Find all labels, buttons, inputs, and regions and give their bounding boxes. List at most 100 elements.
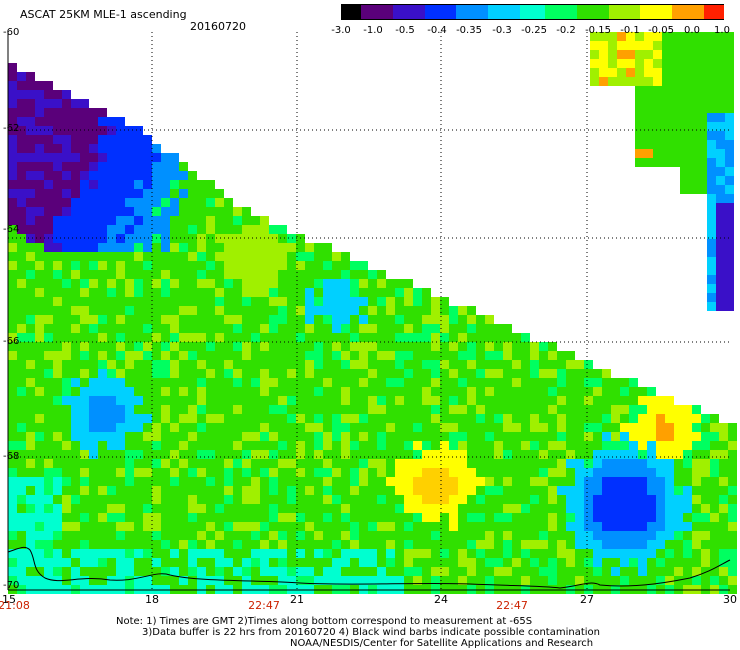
data-cell	[134, 540, 143, 549]
data-cell	[197, 549, 206, 558]
data-cell	[98, 243, 107, 252]
data-cell	[35, 288, 44, 297]
data-cell	[44, 405, 53, 414]
data-cell	[161, 369, 170, 378]
data-cell	[233, 522, 242, 531]
data-cell	[350, 450, 359, 459]
data-cell	[539, 549, 548, 558]
data-cell	[224, 342, 233, 351]
data-cell	[584, 468, 593, 477]
data-cell	[278, 252, 287, 261]
data-cell	[725, 257, 734, 266]
data-cell	[647, 414, 656, 423]
data-cell	[278, 243, 287, 252]
data-cell	[548, 459, 557, 468]
data-cell	[125, 288, 134, 297]
data-cell	[692, 405, 701, 414]
data-cell	[413, 531, 422, 540]
data-cell	[635, 122, 644, 131]
data-cell	[161, 558, 170, 567]
data-cell	[593, 423, 602, 432]
data-cell	[620, 405, 629, 414]
data-cell	[26, 441, 35, 450]
data-cell	[611, 405, 620, 414]
data-cell	[707, 275, 716, 284]
data-cell	[215, 351, 224, 360]
data-cell	[107, 549, 116, 558]
data-cell	[593, 369, 602, 378]
data-cell	[53, 153, 62, 162]
data-cell	[629, 495, 638, 504]
data-cell	[404, 567, 413, 576]
data-cell	[602, 459, 611, 468]
data-cell	[26, 477, 35, 486]
data-cell	[89, 378, 98, 387]
data-cell	[404, 315, 413, 324]
data-cell	[323, 405, 332, 414]
data-cell	[341, 576, 350, 585]
data-cell	[179, 342, 188, 351]
data-cell	[431, 549, 440, 558]
data-cell	[716, 41, 725, 50]
data-cell	[710, 549, 719, 558]
data-cell	[719, 423, 728, 432]
data-cell	[620, 387, 629, 396]
data-cell	[62, 198, 71, 207]
data-cell	[359, 549, 368, 558]
data-cell	[179, 387, 188, 396]
data-cell	[359, 513, 368, 522]
data-cell	[716, 185, 725, 194]
data-cell	[566, 396, 575, 405]
data-cell	[143, 279, 152, 288]
data-cell	[71, 99, 80, 108]
data-cell	[161, 162, 170, 171]
data-cell	[116, 414, 125, 423]
data-cell	[671, 41, 680, 50]
data-cell	[251, 324, 260, 333]
data-cell	[521, 369, 530, 378]
data-cell	[467, 423, 476, 432]
data-cell	[512, 396, 521, 405]
data-cell	[635, 50, 644, 59]
data-cell	[359, 405, 368, 414]
data-cell	[152, 378, 161, 387]
data-cell	[161, 189, 170, 198]
data-cell	[44, 423, 53, 432]
data-cell	[17, 369, 26, 378]
data-cell	[485, 450, 494, 459]
data-cell	[440, 342, 449, 351]
data-cell	[179, 405, 188, 414]
time-label: 22:47	[248, 599, 280, 612]
data-cell	[350, 432, 359, 441]
data-cell	[386, 342, 395, 351]
data-cell	[134, 531, 143, 540]
data-cell	[548, 378, 557, 387]
data-cell	[62, 513, 71, 522]
data-cell	[125, 387, 134, 396]
data-cell	[359, 360, 368, 369]
data-cell	[260, 477, 269, 486]
data-cell	[359, 297, 368, 306]
data-cell	[134, 486, 143, 495]
data-cell	[332, 306, 341, 315]
data-cell	[719, 450, 728, 459]
data-cell	[629, 531, 638, 540]
data-cell	[404, 576, 413, 585]
data-cell	[494, 459, 503, 468]
data-cell	[215, 567, 224, 576]
data-cell	[62, 324, 71, 333]
data-cell	[125, 135, 134, 144]
data-cell	[548, 549, 557, 558]
data-cell	[125, 279, 134, 288]
data-cell	[413, 315, 422, 324]
data-cell	[716, 86, 725, 95]
data-cell	[395, 315, 404, 324]
data-cell	[725, 284, 734, 293]
data-cell	[35, 405, 44, 414]
data-cell	[17, 207, 26, 216]
data-cell	[224, 369, 233, 378]
data-cell	[89, 423, 98, 432]
data-cell	[107, 216, 116, 225]
data-cell	[359, 351, 368, 360]
data-cell	[26, 306, 35, 315]
